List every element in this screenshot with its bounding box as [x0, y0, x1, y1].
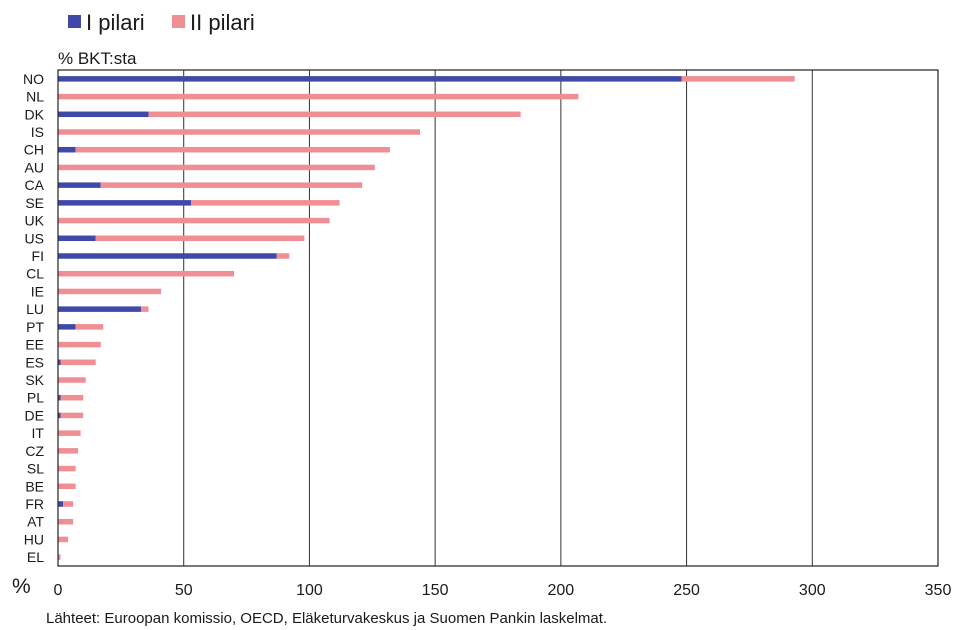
bar-no-pillar-2 — [681, 76, 795, 82]
bar-se-pillar-1 — [58, 200, 192, 206]
bar-ee-pillar-2 — [58, 341, 101, 348]
category-label-se: SE — [25, 195, 44, 211]
category-label-cl: CL — [26, 266, 44, 282]
bar-el-pillar-2 — [58, 554, 61, 560]
bar-hu-pillar-2 — [58, 536, 69, 543]
category-label-cz: CZ — [25, 443, 44, 459]
category-label-no: NO — [23, 71, 44, 87]
bar-es-pillar-2 — [60, 359, 96, 366]
x-tick-label-250: 250 — [673, 582, 700, 599]
bar-cl-pillar-2 — [58, 270, 234, 277]
bar-is-pillar-2 — [58, 129, 421, 135]
category-label-be: BE — [25, 478, 44, 494]
category-label-fi: FI — [32, 248, 44, 264]
unit-label: % BKT:sta — [58, 49, 137, 68]
category-label-pl: PL — [27, 390, 44, 406]
bar-us-pillar-1 — [58, 235, 96, 242]
bar-pl-pillar-2 — [60, 394, 84, 401]
category-label-el: EL — [27, 549, 44, 565]
legend-label-pillar-1: I pilari — [86, 10, 145, 35]
bar-de-pillar-2 — [60, 412, 84, 419]
x-tick-label-100: 100 — [296, 582, 323, 599]
bar-dk-pillar-2 — [148, 111, 521, 118]
bars — [58, 76, 795, 560]
x-axis-percent-symbol: % — [12, 575, 31, 598]
category-label-sk: SK — [25, 372, 44, 388]
category-label-pt: PT — [26, 319, 44, 335]
bar-lu-pillar-1 — [58, 306, 141, 312]
legend-swatch-pillar-1 — [68, 15, 81, 28]
legend-label-pillar-2: II pilari — [190, 10, 255, 35]
category-label-uk: UK — [25, 213, 45, 229]
x-tick-labels: 0 50 100 150 200 250 300 350 — [54, 582, 952, 599]
bar-nl-pillar-2 — [58, 93, 579, 100]
bar-pt-pillar-2 — [75, 324, 104, 330]
bar-ca-pillar-1 — [58, 182, 101, 188]
category-label-ca: CA — [25, 177, 45, 193]
category-label-es: ES — [25, 354, 44, 370]
category-label-at: AT — [27, 514, 44, 530]
bar-de-pillar-1 — [58, 412, 61, 419]
plot-frame — [57, 69, 939, 567]
bar-ie-pillar-2 — [58, 288, 162, 295]
legend: I pilari II pilari — [68, 10, 255, 35]
x-tick-label-350: 350 — [925, 582, 952, 599]
category-label-hu: HU — [24, 531, 44, 547]
bar-sl-pillar-2 — [58, 465, 76, 472]
bar-be-pillar-2 — [58, 483, 76, 490]
source-note: Lähteet: Euroopan komissio, OECD, Eläket… — [46, 610, 607, 627]
bar-fi-pillar-2 — [276, 253, 290, 259]
bar-pl-pillar-1 — [58, 394, 61, 401]
bar-no-pillar-1 — [58, 76, 682, 82]
bar-cz-pillar-2 — [58, 448, 79, 454]
bar-it-pillar-2 — [58, 430, 81, 436]
bar-at-pillar-2 — [58, 518, 74, 525]
bar-lu-pillar-2 — [140, 306, 149, 312]
category-label-au: AU — [25, 159, 44, 175]
category-label-nl: NL — [26, 89, 44, 105]
bar-fr-pillar-2 — [63, 501, 74, 507]
bar-ch-pillar-1 — [58, 146, 76, 153]
category-label-dk: DK — [25, 106, 45, 122]
bar-us-pillar-2 — [95, 235, 305, 242]
x-tick-label-300: 300 — [799, 582, 826, 599]
category-label-de: DE — [25, 407, 44, 423]
bar-fi-pillar-1 — [58, 253, 277, 259]
category-label-it: IT — [32, 425, 45, 441]
category-label-us: US — [25, 230, 44, 246]
bar-pt-pillar-1 — [58, 324, 76, 330]
bar-ch-pillar-2 — [75, 146, 390, 153]
bar-se-pillar-2 — [191, 200, 340, 206]
category-label-lu: LU — [26, 301, 44, 317]
category-label-ee: EE — [25, 337, 44, 353]
bar-fr-pillar-1 — [58, 501, 64, 507]
x-tick-label-150: 150 — [422, 582, 449, 599]
legend-swatch-pillar-2 — [172, 15, 185, 28]
category-label-sl: SL — [27, 461, 44, 477]
x-tick-label-0: 0 — [54, 582, 63, 599]
category-label-ie: IE — [31, 283, 44, 299]
category-label-is: IS — [31, 124, 44, 140]
bar-uk-pillar-2 — [58, 217, 330, 224]
x-tick-label-200: 200 — [548, 582, 575, 599]
x-tick-label-50: 50 — [175, 582, 193, 599]
gridlines — [183, 70, 813, 566]
bar-au-pillar-2 — [58, 164, 375, 171]
category-label-ch: CH — [24, 142, 44, 158]
bar-dk-pillar-1 — [58, 111, 149, 118]
bar-sk-pillar-2 — [58, 377, 86, 383]
category-label-fr: FR — [25, 496, 44, 512]
bar-ca-pillar-2 — [100, 182, 363, 188]
bar-es-pillar-1 — [58, 359, 61, 366]
